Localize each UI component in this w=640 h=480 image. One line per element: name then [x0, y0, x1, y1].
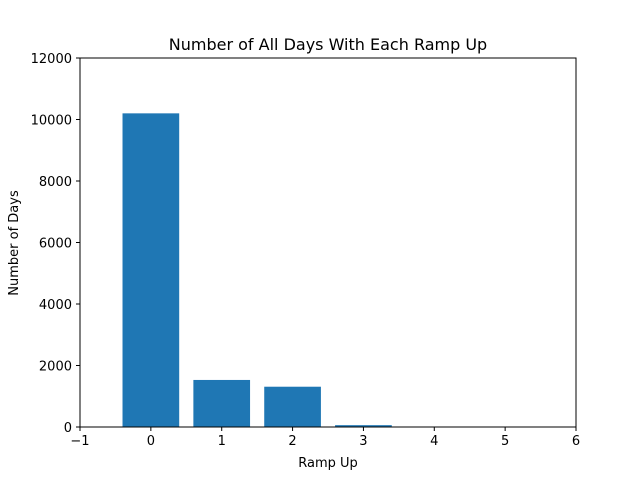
y-tick-label: 0 [64, 421, 72, 436]
bars-group [122, 113, 392, 427]
x-tick-label: 3 [359, 434, 367, 449]
x-axis: −1 0 1 2 3 4 5 6 [70, 427, 580, 449]
y-tick-label: 8000 [39, 175, 72, 190]
x-tick-label: 0 [147, 434, 155, 449]
x-tick-label: 4 [430, 434, 438, 449]
bar-2 [264, 386, 321, 427]
y-tick-label: 2000 [39, 360, 72, 375]
y-tick-label: 6000 [39, 237, 72, 252]
y-axis: 0 2000 4000 6000 8000 10000 12000 [31, 52, 80, 436]
bar-0 [122, 113, 180, 427]
y-tick-label: 4000 [39, 298, 72, 313]
bar-1 [193, 379, 251, 427]
x-tick-label: 2 [288, 434, 296, 449]
x-axis-title: Ramp Up [298, 456, 358, 471]
y-tick-label: 10000 [31, 114, 72, 129]
chart-title: Number of All Days With Each Ramp Up [169, 35, 487, 54]
x-tick-label: 5 [501, 434, 509, 449]
bar-3 [335, 425, 392, 427]
x-tick-label: 6 [572, 434, 580, 449]
y-axis-title: Number of Days [7, 190, 22, 296]
x-tick-label: 1 [218, 434, 226, 449]
y-tick-label: 12000 [31, 52, 72, 67]
x-tick-label: −1 [70, 434, 89, 449]
